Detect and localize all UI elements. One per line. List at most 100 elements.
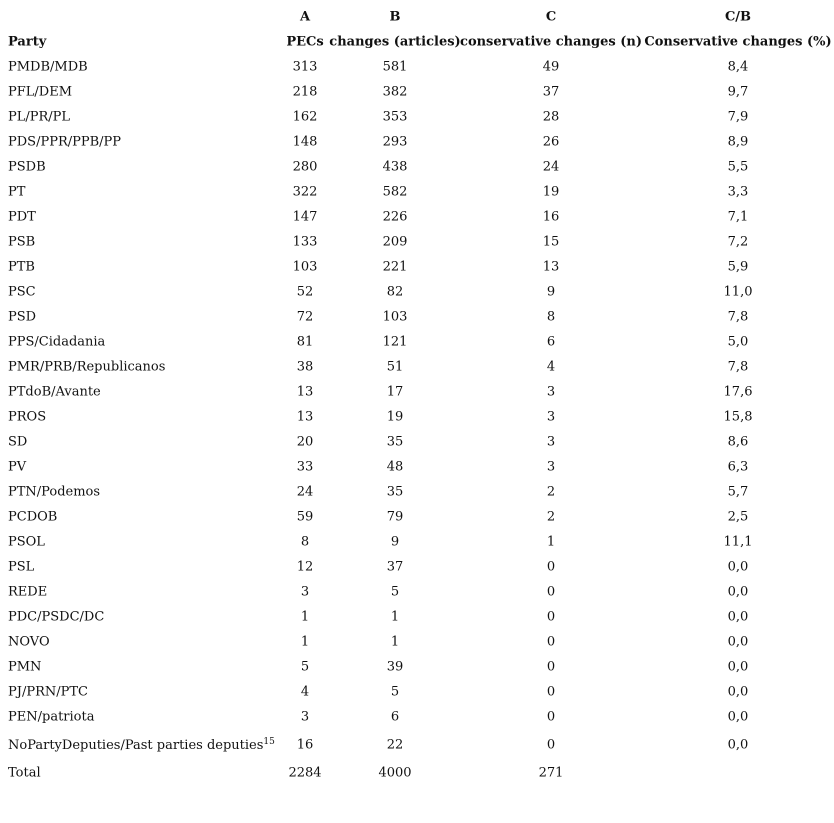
table-cell: 37 bbox=[386, 559, 404, 575]
table-cell: 6 bbox=[390, 709, 400, 725]
table-cell: 51 bbox=[386, 359, 404, 375]
party-name: PJ/PRN/PTC bbox=[8, 684, 88, 700]
column-header: changes (articles) bbox=[329, 34, 461, 50]
table-cell: 52 bbox=[296, 284, 314, 300]
table-cell: 3 bbox=[546, 459, 556, 475]
column-letter: B bbox=[389, 9, 401, 25]
table-cell: 353 bbox=[382, 109, 408, 125]
table-cell: 28 bbox=[542, 109, 560, 125]
table-cell: 5,9 bbox=[727, 259, 749, 275]
table-cell: 0,0 bbox=[727, 584, 749, 600]
table-cell: 3 bbox=[546, 409, 556, 425]
table-cell: 82 bbox=[386, 284, 404, 300]
party-name: PEN/patriota bbox=[8, 709, 95, 725]
table-cell: 280 bbox=[292, 159, 318, 175]
table-cell: 13 bbox=[296, 409, 314, 425]
table-cell: 4 bbox=[300, 684, 310, 700]
table-cell: 1 bbox=[300, 609, 310, 625]
table-cell: 322 bbox=[292, 184, 318, 200]
table-cell: 0,0 bbox=[727, 684, 749, 700]
table-cell: 0 bbox=[546, 559, 556, 575]
party-name: PMN bbox=[8, 659, 42, 675]
party-name: PMR/PRB/Republicanos bbox=[8, 359, 166, 375]
table-cell: 9 bbox=[546, 284, 556, 300]
party-name: PDT bbox=[8, 209, 36, 225]
table-cell: 38 bbox=[296, 359, 314, 375]
table-cell: 0,0 bbox=[727, 559, 749, 575]
table-cell: 24 bbox=[296, 484, 314, 500]
table-cell: 293 bbox=[382, 134, 408, 150]
table-cell: 226 bbox=[382, 209, 408, 225]
table-cell: 79 bbox=[386, 509, 404, 525]
party-name: PSOL bbox=[8, 534, 45, 550]
party-name: NOVO bbox=[8, 634, 50, 650]
party-name: PMDB/MDB bbox=[8, 59, 88, 75]
table-cell: 15,8 bbox=[723, 409, 753, 425]
table-cell: 8 bbox=[546, 309, 556, 325]
party-name: PSDB bbox=[8, 159, 46, 175]
party-name: PROS bbox=[8, 409, 47, 425]
table-cell: 581 bbox=[382, 59, 408, 75]
column-letter: C bbox=[545, 9, 557, 25]
party-name: PSL bbox=[8, 559, 35, 575]
party-name: PTdoB/Avante bbox=[8, 384, 101, 400]
table-cell: 103 bbox=[382, 309, 408, 325]
table-cell: 438 bbox=[382, 159, 408, 175]
table-cell: 5,7 bbox=[727, 484, 749, 500]
table-cell: 5 bbox=[300, 659, 310, 675]
table-cell: 4 bbox=[546, 359, 556, 375]
table-cell: 72 bbox=[296, 309, 314, 325]
table-cell: 9 bbox=[390, 534, 400, 550]
party-name: PDC/PSDC/DC bbox=[8, 609, 105, 625]
table-cell: 582 bbox=[382, 184, 408, 200]
table-cell: 24 bbox=[542, 159, 560, 175]
table-cell: 148 bbox=[292, 134, 318, 150]
table-cell: 0 bbox=[546, 684, 556, 700]
table-cell: 1 bbox=[390, 609, 400, 625]
table-cell: 5,5 bbox=[727, 159, 749, 175]
table-cell: 0 bbox=[546, 584, 556, 600]
table-cell: 103 bbox=[292, 259, 318, 275]
table-cell: 3 bbox=[546, 434, 556, 450]
table-cell: 0,0 bbox=[727, 659, 749, 675]
column-letter: A bbox=[299, 9, 311, 25]
total-cell: 4000 bbox=[378, 765, 412, 781]
party-name: PL/PR/PL bbox=[8, 109, 71, 125]
party-name: PDS/PPR/PPB/PP bbox=[8, 134, 122, 150]
table-cell: 33 bbox=[296, 459, 314, 475]
table-cell: 8 bbox=[300, 534, 310, 550]
table-cell: 3 bbox=[300, 709, 310, 725]
party-name: PSD bbox=[8, 309, 37, 325]
total-label: Total bbox=[8, 765, 41, 781]
table-cell: 121 bbox=[382, 334, 408, 350]
table-cell: 48 bbox=[386, 459, 404, 475]
table-cell: 19 bbox=[386, 409, 404, 425]
table-cell: 7,2 bbox=[727, 234, 749, 250]
table-cell: 2 bbox=[546, 509, 556, 525]
table-cell: 22 bbox=[386, 737, 404, 753]
table-cell: 5 bbox=[390, 684, 400, 700]
party-name: PV bbox=[8, 459, 27, 475]
table-cell: 382 bbox=[382, 84, 408, 100]
column-letter: C/B bbox=[724, 9, 752, 25]
party-name: PFL/DEM bbox=[8, 84, 73, 100]
party-name: PSB bbox=[8, 234, 36, 250]
party-name: PCDOB bbox=[8, 509, 58, 525]
table-cell: 17 bbox=[386, 384, 404, 400]
table-cell: 7,1 bbox=[727, 209, 749, 225]
table-cell: 13 bbox=[296, 384, 314, 400]
table-cell: 221 bbox=[382, 259, 408, 275]
table-cell: 0 bbox=[546, 659, 556, 675]
table-cell: 0,0 bbox=[727, 737, 749, 753]
table-cell: 35 bbox=[386, 434, 404, 450]
table-cell: 7,8 bbox=[727, 359, 749, 375]
table-cell: 8,9 bbox=[727, 134, 749, 150]
table-cell: 0 bbox=[546, 634, 556, 650]
party-name: SD bbox=[8, 434, 28, 450]
table-cell: 133 bbox=[292, 234, 318, 250]
table-cell: 5 bbox=[390, 584, 400, 600]
table-cell: 1 bbox=[546, 534, 556, 550]
table-cell: 0 bbox=[546, 709, 556, 725]
table-cell: 313 bbox=[292, 59, 318, 75]
